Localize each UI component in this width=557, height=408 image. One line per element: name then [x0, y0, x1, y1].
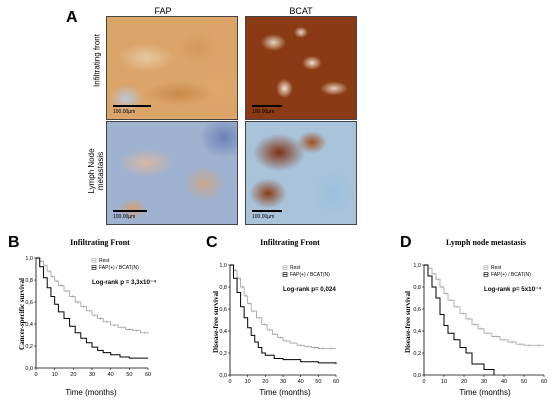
- x-tick-label: 10: [245, 379, 251, 385]
- scale-bar: [113, 105, 151, 107]
- panel-b-letter: B: [8, 234, 20, 251]
- y-tick-label: 1,0: [25, 256, 33, 262]
- y-tick-label: 1,0: [413, 263, 421, 269]
- series-line-rest: [424, 264, 544, 346]
- x-tick-label: 20: [461, 379, 467, 385]
- x-tick-label: 10: [441, 379, 447, 385]
- micrograph-bcat-lymph-node: 100.00µm: [245, 121, 357, 225]
- scale-label: 100.00µm: [113, 214, 136, 220]
- y-tick-label: 0,4: [25, 322, 33, 328]
- scale-label: 100.00µm: [113, 109, 136, 115]
- x-tick-label: 50: [521, 379, 527, 385]
- series-line-fap-bcat: [424, 264, 495, 375]
- row-label-infiltrating-front: Infiltrating front: [92, 34, 102, 87]
- y-tick-label: 0,2: [219, 351, 227, 357]
- scale-bar: [252, 210, 282, 212]
- y-tick-label: 0,2: [25, 344, 33, 350]
- x-tick-label: 30: [280, 379, 286, 385]
- micrograph-fap-lymph-node: 100.00µm: [106, 121, 238, 225]
- col-header-bcat: BCAT: [289, 6, 313, 16]
- x-tick-label: 50: [315, 379, 321, 385]
- chart-b-svg: 0,0 0,2 0,4 0,6 0,8 1,0 0 10 20 30 40 50 60 RestFAP(+…: [25, 256, 156, 378]
- y-tick-label: 0,2: [413, 351, 421, 357]
- y-tick-label: 0,4: [219, 329, 227, 335]
- chart-b-title: Infiltrating Front: [70, 238, 130, 247]
- legend-label: FAP(+) / BCAT(N): [290, 272, 330, 278]
- x-tick-label: 40: [501, 379, 507, 385]
- chart-d-title: Lymph node metastasis: [445, 238, 526, 247]
- chart-d-xlabel: Time (months): [459, 388, 511, 397]
- series-line-fap-bcat: [36, 257, 148, 359]
- x-tick-label: 40: [108, 372, 114, 378]
- legend-label: FAP(+) / BCAT(N): [99, 265, 139, 271]
- x-tick-label: 0: [34, 372, 37, 378]
- x-tick-label: 20: [70, 372, 76, 378]
- scale-bar: [113, 210, 147, 212]
- panel-d-letter: D: [400, 234, 412, 251]
- y-tick-label: 0,0: [219, 373, 227, 379]
- micrograph-bcat-infiltrating: 100.00µm: [245, 16, 357, 120]
- logrank-annotation: Log-rank p= 0,024: [283, 286, 336, 293]
- x-tick-label: 40: [298, 379, 304, 385]
- y-tick-label: 0,6: [219, 307, 227, 313]
- chart-b-xlabel: Time (months): [65, 388, 117, 397]
- x-tick-label: 0: [228, 379, 231, 385]
- x-tick-label: 60: [145, 372, 151, 378]
- legend-label: FAP(+) / BCAT(N): [491, 272, 531, 278]
- legend-label: Rest: [491, 265, 502, 271]
- legend-label: Rest: [290, 265, 301, 271]
- y-tick-label: 0,8: [25, 278, 33, 284]
- series-line-fap-bcat: [230, 264, 337, 364]
- chart-d-svg: 0,0 0,2 0,4 0,6 0,8 1,0 0 10 20 30 40 50 60 RestFAP(+…: [413, 263, 547, 385]
- x-tick-label: 60: [541, 379, 547, 385]
- y-tick-label: 0,0: [413, 373, 421, 379]
- panel-a-letter: A: [66, 9, 78, 26]
- chart-c-svg: 0,0 0,2 0,4 0,6 0,8 1,0 0 10 20 30 40 50 60 RestFAP(+…: [219, 263, 339, 385]
- logrank-annotation: Log-rank p = 3,3x10⁻⁴: [92, 279, 156, 286]
- legend-label: Rest: [99, 258, 110, 264]
- chart-c-xlabel: Time (months): [259, 388, 311, 397]
- x-tick-label: 30: [481, 379, 487, 385]
- x-tick-label: 60: [333, 379, 339, 385]
- series-line-rest: [230, 264, 336, 350]
- scale-label: 100.00µm: [252, 214, 275, 220]
- scale-bar: [252, 105, 282, 107]
- x-tick-label: 10: [52, 372, 58, 378]
- y-tick-label: 0,0: [25, 366, 33, 372]
- chart-c-title: Infiltrating Front: [260, 238, 320, 247]
- y-tick-label: 0,4: [413, 329, 421, 335]
- x-tick-label: 30: [89, 372, 95, 378]
- series-line-rest: [36, 257, 149, 334]
- x-tick-label: 20: [262, 379, 268, 385]
- col-header-fap: FAP: [154, 6, 172, 16]
- y-tick-label: 0,8: [219, 285, 227, 291]
- row-label-lymph-node: Lymph Node metastasis: [87, 148, 105, 194]
- y-tick-label: 1,0: [219, 263, 227, 269]
- panel-c-letter: C: [206, 234, 218, 251]
- micrograph-fap-infiltrating: 100.00µm: [106, 16, 238, 120]
- x-tick-label: 50: [126, 372, 132, 378]
- logrank-annotation: Log-rank p= 5x10⁻⁴: [484, 286, 541, 293]
- y-tick-label: 0,6: [413, 307, 421, 313]
- y-tick-label: 0,6: [25, 300, 33, 306]
- y-tick-label: 0,8: [413, 285, 421, 291]
- scale-label: 100.00µm: [252, 109, 275, 115]
- x-tick-label: 0: [422, 379, 425, 385]
